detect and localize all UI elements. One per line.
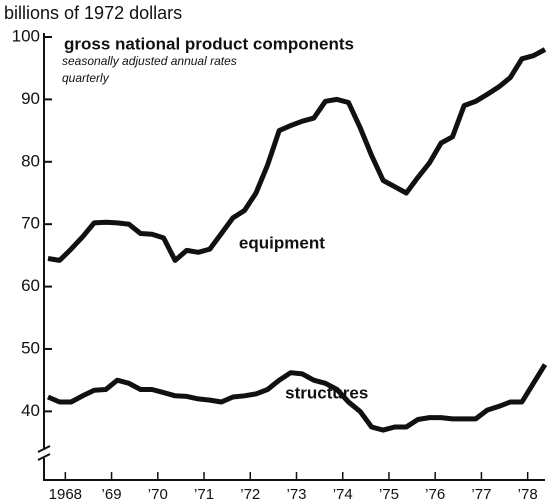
- y-tick-label: 60: [21, 276, 40, 295]
- x-tick-label: ’73: [286, 486, 306, 503]
- x-tick-label: 1968: [49, 486, 82, 503]
- y-tick-label: 100: [12, 26, 40, 45]
- y-axis-label: billions of 1972 dollars: [4, 3, 182, 23]
- y-tick-label: 50: [21, 338, 40, 357]
- y-tick-label: 70: [21, 214, 40, 233]
- x-tick-label: ’71: [194, 486, 214, 503]
- series-label: equipment: [239, 233, 325, 252]
- subtitle: quarterly: [62, 71, 110, 85]
- chart-title: gross national product components: [64, 34, 354, 53]
- x-tick-label: ’78: [518, 486, 538, 503]
- subtitle: seasonally adjusted annual rates: [62, 54, 237, 68]
- x-tick-label: ’75: [379, 486, 399, 503]
- x-tick-label: ’72: [240, 486, 260, 503]
- x-tick-label: ’76: [425, 486, 445, 503]
- series-label: structures: [285, 384, 368, 403]
- x-tick-label: ’77: [471, 486, 491, 503]
- y-tick-label: 80: [21, 151, 40, 170]
- series-line: [47, 47, 547, 263]
- y-axis: [37, 33, 545, 481]
- series-line: [47, 363, 548, 433]
- y-tick-label: 90: [21, 89, 40, 108]
- y-tick-label: 40: [21, 401, 40, 420]
- x-tick-label: ’70: [148, 486, 168, 503]
- x-tick-label: ’69: [102, 486, 122, 503]
- x-tick-label: ’74: [333, 486, 353, 503]
